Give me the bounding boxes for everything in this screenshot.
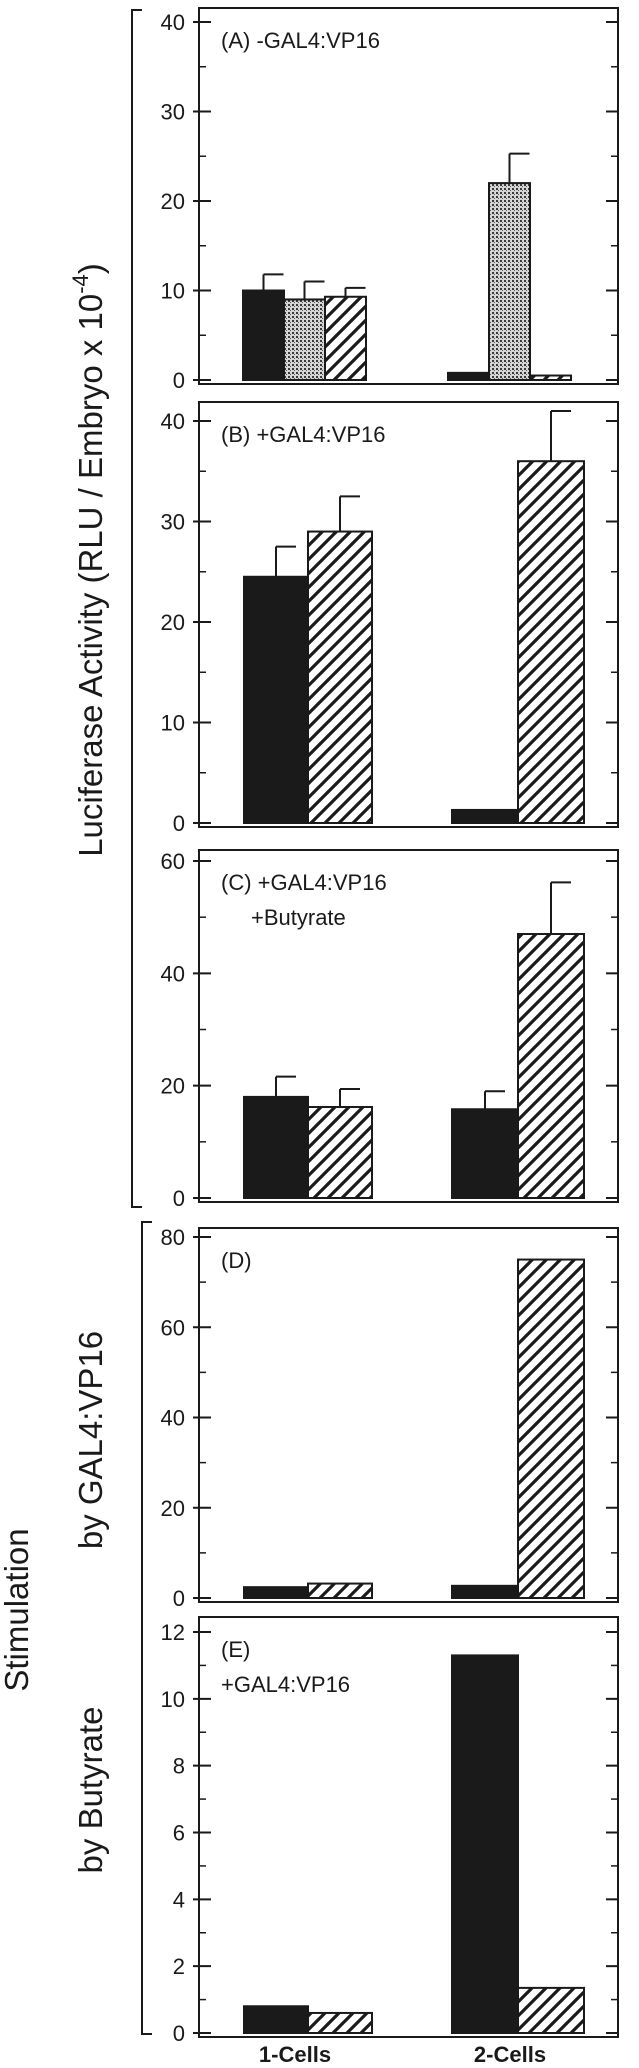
- panel-e-annotation: (E): [221, 1637, 250, 1662]
- panel-a-ytick-label: 10: [161, 279, 185, 304]
- panel-e-ytick-label: 12: [161, 1620, 185, 1645]
- panel-b-ytick-label: 20: [161, 610, 185, 635]
- panel-d-bar-hatched-2: [517, 1258, 585, 1599]
- panel-d-bar-solid-2: [451, 1584, 519, 1600]
- panel-e-bar-solid-1: [243, 2005, 309, 2035]
- panel-e-ytick-label: 4: [173, 1887, 185, 1912]
- panel-a-bar-dotted-2: [488, 182, 531, 381]
- panel-c-annotation: (C) +GAL4:VP16: [221, 870, 387, 895]
- panel-d-ytick-label: 40: [161, 1406, 185, 1431]
- panel-c-bar-hatched-2: [517, 933, 585, 1199]
- panel-a-frame: [198, 7, 619, 385]
- panel-a: 0 10 20 30 40 (A) -GAL4:VP16: [161, 7, 619, 393]
- panel-d-annotation: (D): [221, 1248, 252, 1273]
- panel-e-ytick-label: 8: [173, 1754, 185, 1779]
- stimulation-ylabel: Stimulation: [0, 1528, 35, 1691]
- panel-c-ytick-label: 20: [161, 1074, 185, 1099]
- panel-a-bar-hatched-2: [529, 374, 572, 381]
- by-gal4-ylabel: by GAL4:VP16: [72, 1331, 109, 1549]
- panel-c-bar-solid-1: [243, 1095, 309, 1200]
- panel-d-ytick-label: 0: [173, 1586, 185, 1611]
- x-category-2-cells: 2-Cells: [474, 2042, 546, 2067]
- panel-e-annotation: +GAL4:VP16: [221, 1672, 350, 1697]
- panel-e-ytick-label: 2: [173, 1954, 185, 1979]
- panel-c: 0 20 40 60 (C) +GAL4:VP16 +Butyrate: [161, 849, 619, 1211]
- panel-b-ytick-label: 10: [161, 711, 185, 736]
- panel-b-bar-hatched-2: [517, 460, 585, 824]
- luciferase-bracket: [131, 9, 142, 1208]
- panel-e-ytick-label: 10: [161, 1687, 185, 1712]
- panel-a-ytick-label: 20: [161, 189, 185, 214]
- panel-a-ytick-label: 40: [161, 10, 185, 35]
- stimulation-bracket: [141, 1221, 152, 2035]
- panel-b: 0 10 20 30 40 (B) +GAL4:VP16: [161, 401, 619, 836]
- panel-a-bar-solid-2: [447, 371, 490, 381]
- by-butyrate-ylabel: by Butyrate: [72, 1707, 109, 1874]
- panel-c-bar-hatched-1: [307, 1106, 373, 1200]
- panel-b-ytick-label: 0: [173, 811, 185, 836]
- luciferase-ylabel: Luciferase Activity (RLU / Embryo x 10-4…: [68, 263, 109, 857]
- panel-e-bar-hatched-2: [517, 1986, 585, 2034]
- panel-c-frame: [198, 849, 619, 1203]
- panel-b-bar-solid-2: [451, 808, 519, 824]
- panel-b-bar-solid-1: [243, 575, 309, 825]
- panel-d: 0 20 40 60 80 (D): [161, 1225, 619, 1611]
- panel-d-ytick-label: 20: [161, 1496, 185, 1521]
- panel-c-ytick-label: 40: [161, 961, 185, 986]
- panel-e: 0 2 4 6 8 10 12 (E) +GAL4:VP16: [161, 1616, 619, 2046]
- panel-a-bar-hatched-1: [324, 295, 367, 382]
- panel-d-frame: [198, 1227, 619, 1603]
- panel-a-annotation: (A) -GAL4:VP16: [221, 28, 380, 53]
- panel-c-bar-solid-2: [451, 1108, 519, 1200]
- panel-d-ytick-label: 60: [161, 1315, 185, 1340]
- panel-e-frame: [198, 1616, 619, 2038]
- panel-b-ytick-label: 30: [161, 510, 185, 535]
- panel-e-ytick-label: 6: [173, 1821, 185, 1846]
- panel-e-bar-hatched-1: [307, 2011, 373, 2034]
- panel-c-ytick-label: 60: [161, 849, 185, 874]
- panel-a-bar-dotted-1: [283, 298, 326, 382]
- panel-d-ytick-label: 80: [161, 1225, 185, 1250]
- panel-d-bar-solid-1: [243, 1586, 309, 1600]
- panel-b-annotation: (B) +GAL4:VP16: [221, 422, 385, 447]
- panel-b-ytick-label: 40: [161, 409, 185, 434]
- panel-e-bar-solid-2: [451, 1654, 519, 2035]
- panel-a-ytick-label: 0: [173, 368, 185, 393]
- x-category-1-cells: 1-Cells: [259, 2042, 331, 2067]
- panel-a-ytick-label: 30: [161, 100, 185, 125]
- panel-c-annotation: +Butyrate: [251, 905, 346, 930]
- panel-c-ytick-label: 0: [173, 1186, 185, 1211]
- panel-e-ytick-label: 0: [173, 2021, 185, 2046]
- panel-b-bar-hatched-1: [307, 530, 373, 824]
- panel-a-bar-solid-1: [242, 289, 285, 381]
- panel-d-bar-hatched-1: [307, 1582, 373, 1600]
- panel-b-frame: [198, 401, 619, 828]
